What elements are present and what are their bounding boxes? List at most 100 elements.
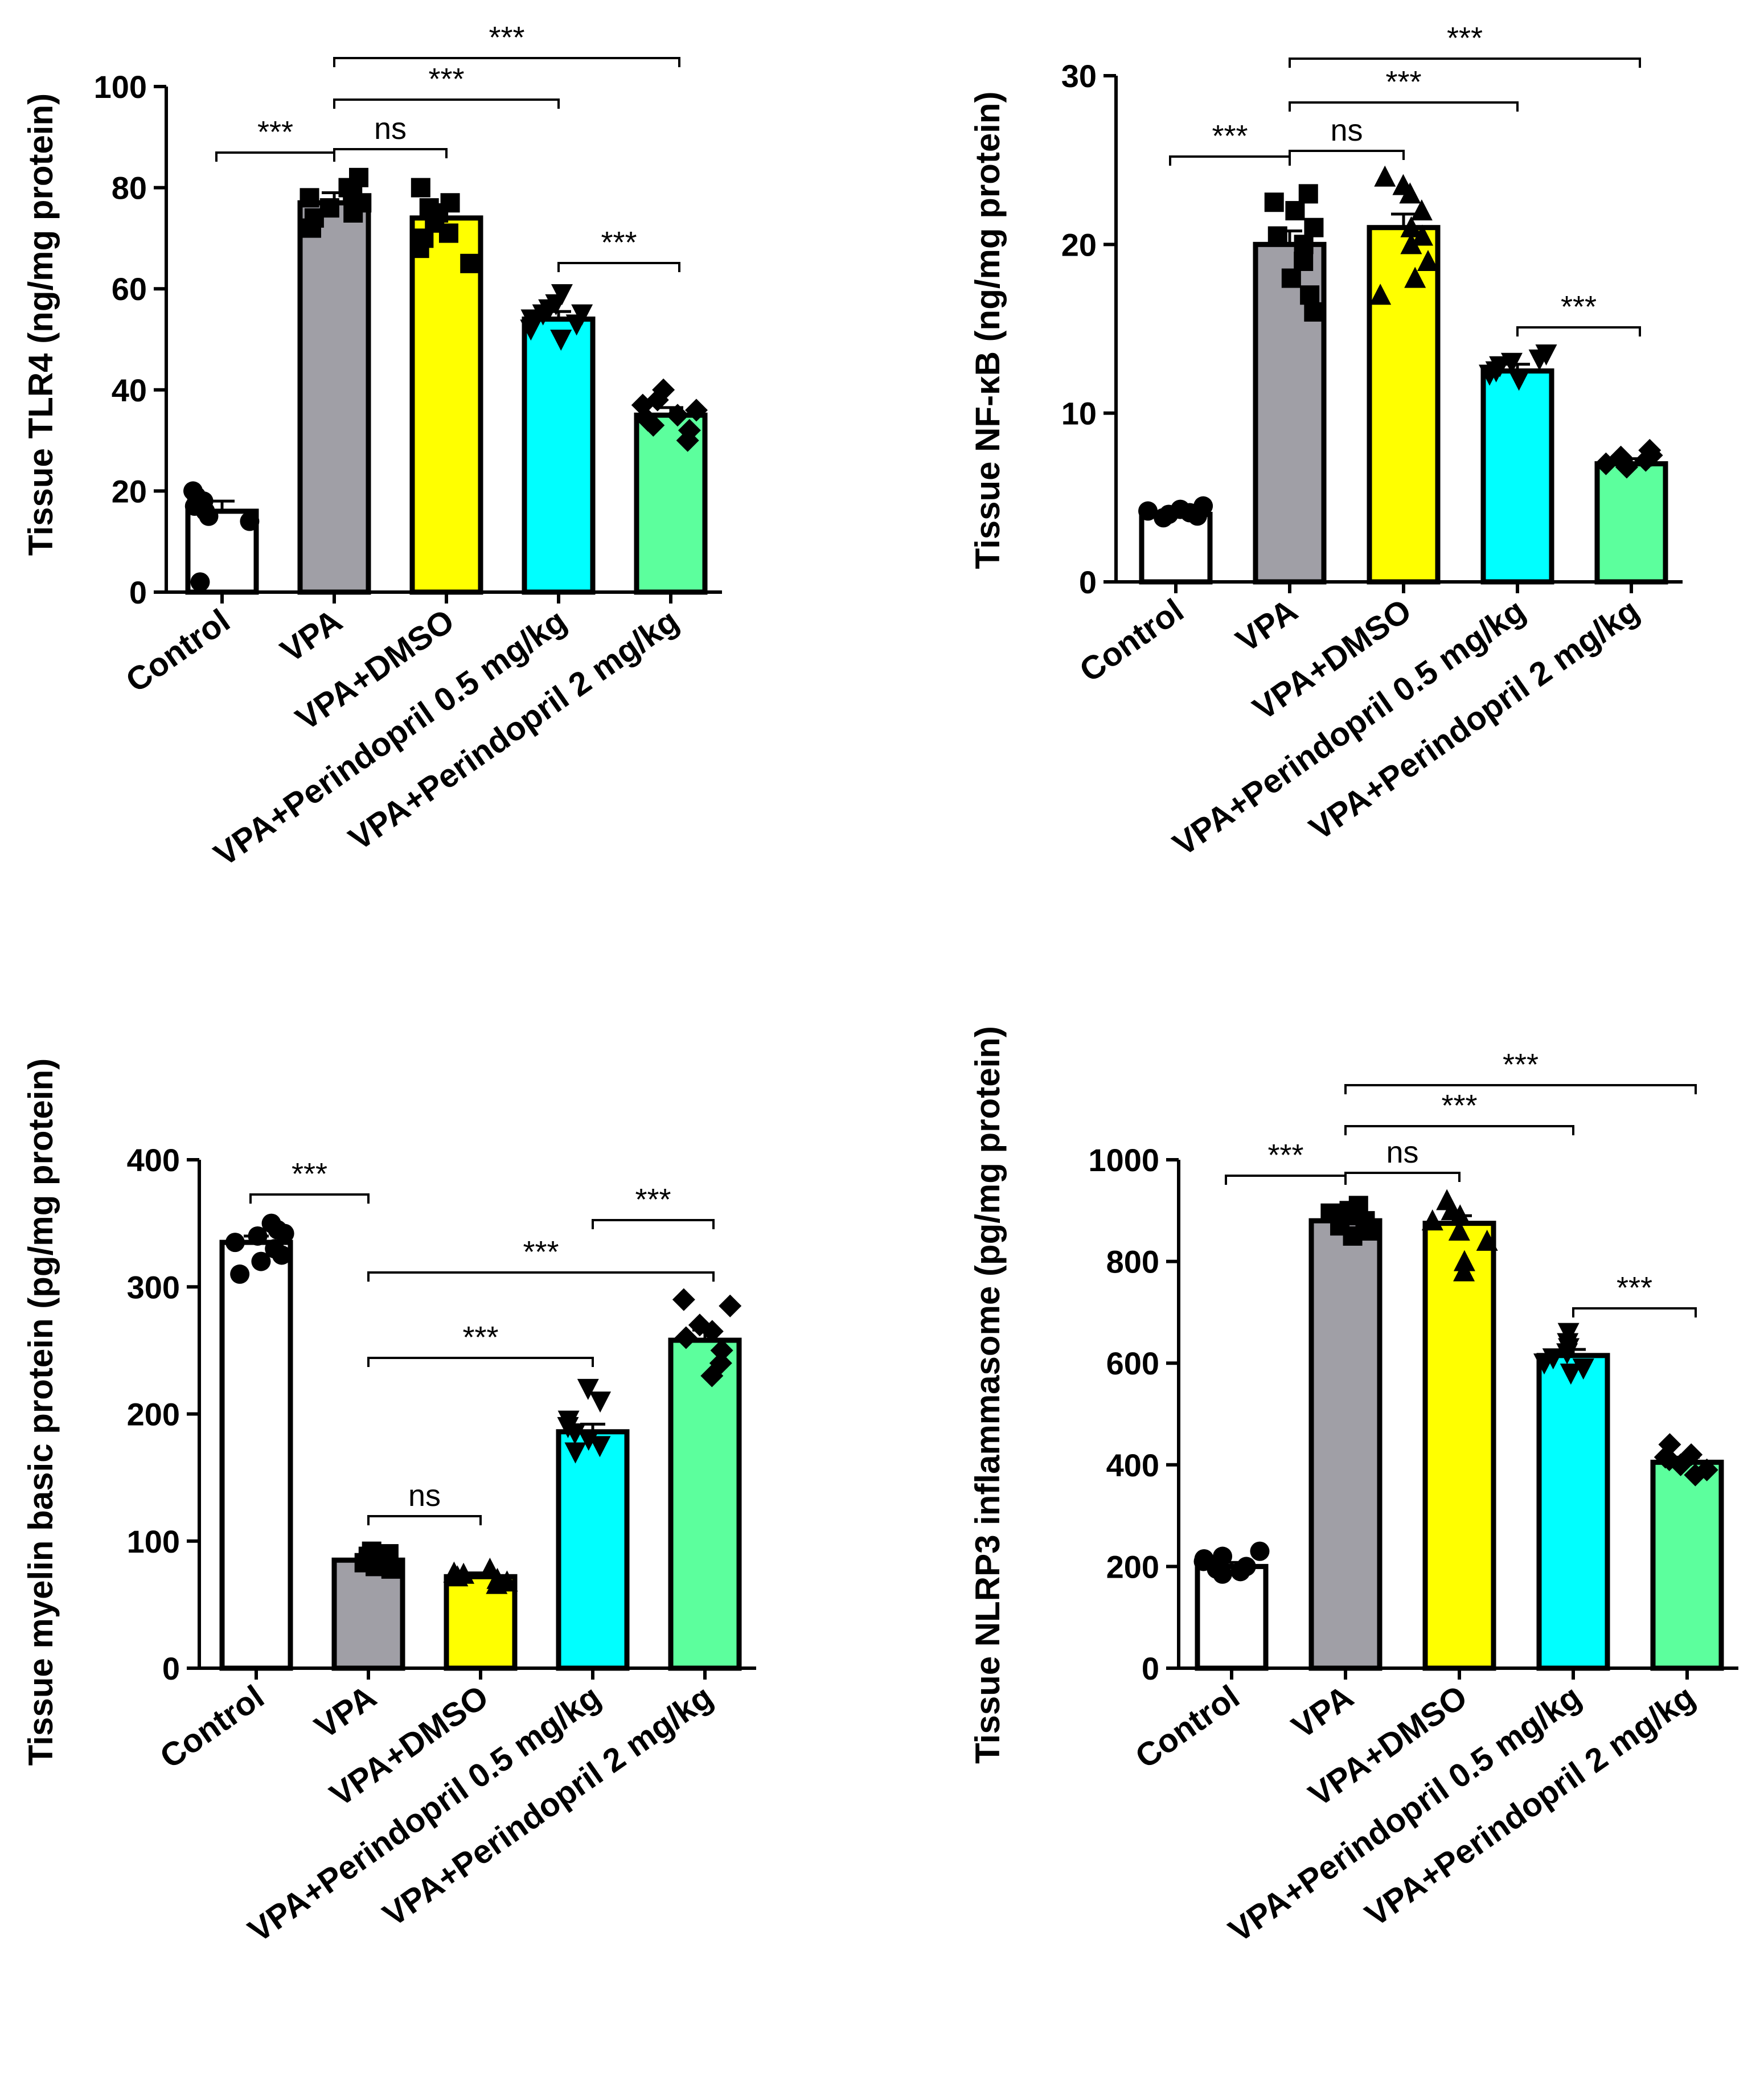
data-point bbox=[1138, 501, 1158, 521]
data-point bbox=[1320, 1203, 1340, 1223]
data-point bbox=[676, 429, 699, 452]
data-point bbox=[1304, 217, 1324, 237]
bar-3 bbox=[522, 316, 596, 595]
data-point bbox=[1669, 1453, 1692, 1476]
significance-label: *** bbox=[1441, 1089, 1477, 1123]
data-point bbox=[565, 314, 588, 336]
significance-bracket bbox=[367, 1515, 482, 1525]
significance-bracket bbox=[367, 1271, 715, 1282]
data-point bbox=[1634, 449, 1658, 472]
data-point bbox=[1298, 184, 1318, 204]
significance-bracket bbox=[592, 1219, 715, 1229]
data-point bbox=[453, 1562, 475, 1584]
data-point bbox=[1449, 1204, 1471, 1226]
data-point bbox=[225, 1233, 245, 1253]
significance-bracket bbox=[1516, 326, 1641, 336]
data-point bbox=[301, 218, 321, 238]
data-point bbox=[240, 511, 260, 531]
data-point bbox=[631, 393, 654, 417]
data-point bbox=[557, 1417, 579, 1438]
y-tick-label: 1000 bbox=[1088, 1142, 1159, 1178]
data-point bbox=[251, 1251, 271, 1271]
data-point bbox=[1476, 1229, 1498, 1251]
significance-label: *** bbox=[462, 1320, 498, 1354]
data-point bbox=[1300, 285, 1320, 305]
significance-label: *** bbox=[1561, 290, 1597, 324]
data-point bbox=[1417, 249, 1439, 271]
data-point bbox=[577, 1430, 600, 1451]
significance-label: *** bbox=[523, 1235, 559, 1269]
significance-bracket bbox=[1289, 58, 1641, 68]
y-tick-label: 30 bbox=[1061, 58, 1097, 94]
data-point bbox=[1508, 370, 1530, 391]
data-point bbox=[674, 1326, 698, 1349]
significance-label: ns bbox=[1330, 113, 1363, 147]
data-point bbox=[700, 1364, 724, 1388]
significance-label: *** bbox=[1617, 1271, 1652, 1305]
significance-label: *** bbox=[489, 20, 524, 55]
data-point bbox=[1453, 1260, 1475, 1282]
data-point bbox=[1558, 1338, 1580, 1360]
bar-4 bbox=[668, 1337, 742, 1671]
data-point bbox=[1369, 284, 1392, 305]
bar-2 bbox=[1367, 225, 1441, 585]
bar-1 bbox=[1308, 1218, 1383, 1671]
significance-label: *** bbox=[1447, 21, 1483, 55]
y-tick-label: 0 bbox=[162, 1651, 180, 1686]
data-point bbox=[368, 1547, 388, 1567]
significance-bracket bbox=[333, 98, 560, 109]
data-point bbox=[1374, 165, 1396, 187]
data-point bbox=[419, 198, 439, 218]
significance-label: *** bbox=[1212, 119, 1248, 153]
data-point bbox=[186, 486, 206, 506]
significance-bracket bbox=[557, 262, 680, 272]
significance-label: *** bbox=[1267, 1138, 1303, 1172]
data-point bbox=[1411, 224, 1433, 246]
y-tick-label: 200 bbox=[127, 1397, 180, 1432]
data-point bbox=[1154, 508, 1174, 528]
y-tick-label: 40 bbox=[112, 372, 147, 408]
y-tick-label: 20 bbox=[1061, 227, 1097, 262]
significance-label: ns bbox=[1386, 1135, 1418, 1169]
y-tick-label: 200 bbox=[1106, 1549, 1159, 1584]
bar-4 bbox=[1650, 1459, 1724, 1671]
y-tick-label: 80 bbox=[112, 170, 147, 206]
y-tick-label: 600 bbox=[1106, 1345, 1159, 1381]
significance-bracket bbox=[333, 57, 680, 67]
data-point bbox=[1212, 1564, 1232, 1584]
data-point bbox=[1264, 192, 1284, 212]
y-tick-label: 300 bbox=[127, 1269, 180, 1305]
data-point bbox=[1194, 1549, 1214, 1569]
bar-3 bbox=[1536, 1353, 1610, 1671]
significance-label: *** bbox=[1503, 1048, 1539, 1082]
data-point bbox=[1654, 1446, 1677, 1469]
data-point bbox=[642, 413, 665, 437]
data-point bbox=[532, 304, 554, 326]
data-point bbox=[577, 1378, 599, 1400]
data-point bbox=[1281, 268, 1301, 288]
data-point bbox=[411, 178, 430, 198]
y-axis-label: Tissue TLR4 (ng/mg protein) bbox=[22, 93, 60, 556]
data-point bbox=[1533, 1353, 1556, 1375]
y-tick-label: 60 bbox=[112, 271, 147, 307]
data-point bbox=[248, 1226, 268, 1246]
data-point bbox=[438, 223, 458, 243]
significance-bracket bbox=[249, 1193, 370, 1204]
significance-bracket bbox=[1344, 1125, 1574, 1135]
data-point bbox=[274, 1224, 294, 1243]
data-point bbox=[1400, 216, 1422, 237]
significance-bracket bbox=[1169, 155, 1291, 166]
data-point bbox=[1479, 364, 1501, 386]
bar-1 bbox=[297, 200, 371, 595]
y-axis-label: Tissue NLRP3 inflammasome (pg/mg protein… bbox=[969, 1026, 1007, 1764]
bar-4 bbox=[1594, 461, 1668, 585]
data-point bbox=[1453, 1250, 1475, 1271]
data-point bbox=[719, 1294, 742, 1317]
data-point bbox=[460, 253, 480, 273]
y-tick-label: 0 bbox=[1142, 1651, 1159, 1686]
data-point bbox=[1294, 251, 1314, 271]
data-point bbox=[272, 1245, 292, 1265]
significance-label: *** bbox=[635, 1183, 671, 1217]
